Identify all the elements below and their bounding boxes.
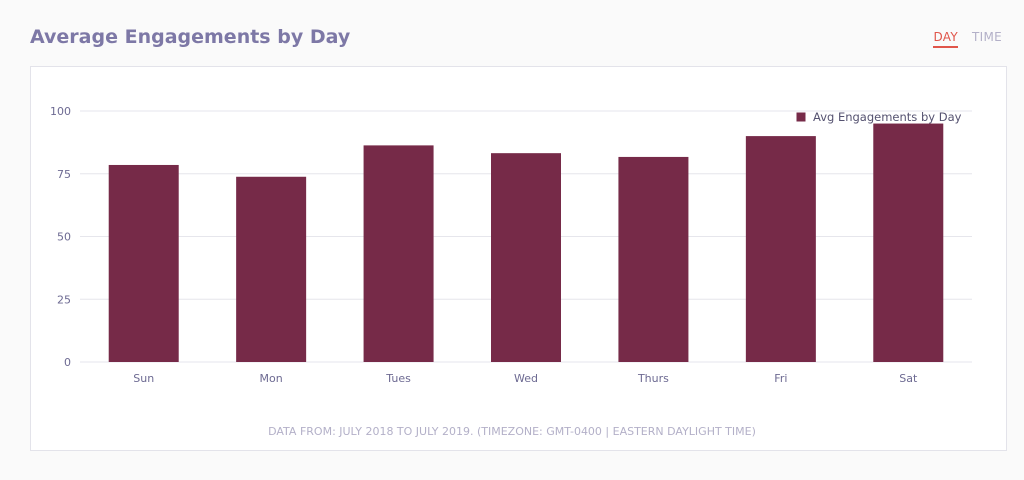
bar-tues: [363, 145, 434, 362]
y-tick-label: 25: [57, 293, 71, 306]
x-tick-label: Wed: [514, 372, 538, 385]
y-tick-label: 0: [64, 356, 71, 369]
x-tick-label: Sun: [133, 372, 154, 385]
x-tick-label: Tues: [385, 372, 411, 385]
bar-thurs: [618, 156, 689, 362]
bar-sat: [873, 123, 944, 362]
legend-label: Avg Engagements by Day: [813, 110, 962, 124]
legend-swatch: [795, 111, 807, 123]
x-tick-label: Fri: [774, 372, 787, 385]
x-tick-label: Thurs: [637, 372, 669, 385]
tab-day[interactable]: DAY: [933, 30, 958, 48]
bar-mon: [236, 176, 307, 362]
data-range-footnote: DATA FROM: JULY 2018 TO JULY 2019. (TIME…: [268, 425, 756, 438]
y-tick-label: 50: [57, 231, 71, 244]
tab-time[interactable]: TIME: [971, 30, 1002, 44]
view-tabs: DAY TIME: [933, 30, 1002, 48]
y-tick-label: 75: [57, 168, 71, 181]
bar-wed: [491, 153, 561, 362]
bar-fri: [745, 136, 816, 362]
x-tick-label: Sat: [899, 372, 918, 385]
y-tick-label: 100: [50, 105, 71, 118]
bar-sun: [108, 164, 179, 362]
x-tick-label: Mon: [260, 372, 283, 385]
chart-title: Average Engagements by Day: [30, 26, 351, 48]
